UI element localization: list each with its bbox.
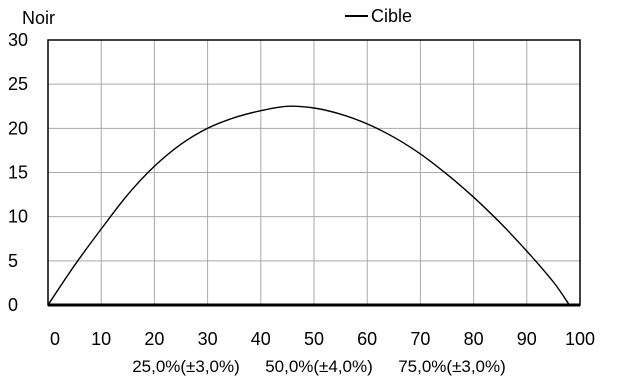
secondary-x-label: 25,0%(±3,0%)	[132, 357, 240, 376]
x-tick-label: 50	[304, 329, 324, 349]
x-tick-label: 100	[565, 329, 595, 349]
grid	[47, 39, 581, 307]
plot-frame	[47, 39, 581, 306]
x-tick-label: 80	[464, 329, 484, 349]
x-tick-label: 30	[198, 329, 218, 349]
secondary-x-label: 50,0%(±4,0%)	[265, 357, 373, 376]
x-tick-labels: 0 10 20 30 40 50 60 70 80 90 100	[50, 329, 595, 349]
secondary-x-labels: 25,0%(±3,0%) 50,0%(±4,0%) 75,0%(±3,0%)	[132, 357, 506, 376]
x-tick-label: 60	[357, 329, 377, 349]
y-tick-labels: 0 5 10 15 20 25 30	[8, 30, 28, 315]
y-tick-label: 20	[8, 118, 28, 138]
y-tick-label: 10	[8, 207, 28, 227]
x-tick-label: 20	[144, 329, 164, 349]
x-tick-label: 10	[91, 329, 111, 349]
y-tick-label: 15	[8, 163, 28, 183]
x-tick-label: 70	[410, 329, 430, 349]
legend: Cible	[345, 6, 412, 26]
x-tick-label: 0	[50, 329, 60, 349]
y-axis-label: Noir	[22, 8, 55, 28]
y-tick-label: 30	[8, 30, 28, 50]
y-tick-label: 25	[8, 74, 28, 94]
y-tick-label: 5	[8, 251, 18, 271]
y-tick-label: 0	[8, 295, 18, 315]
series-line-cible	[47, 105, 570, 306]
legend-label: Cible	[371, 6, 412, 26]
x-tick-label: 90	[517, 329, 537, 349]
x-tick-label: 40	[251, 329, 271, 349]
secondary-x-label: 75,0%(±3,0%)	[398, 357, 506, 376]
